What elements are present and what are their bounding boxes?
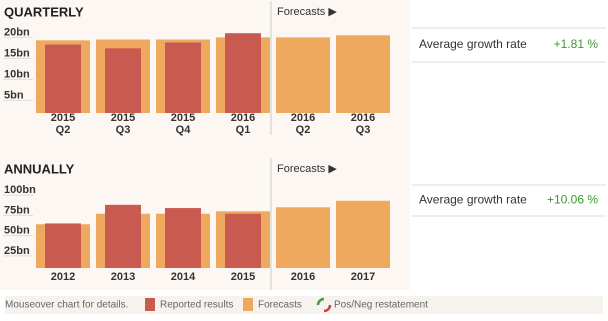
x-tick-label: 2014 bbox=[171, 271, 196, 283]
x-tick-label: 2015 bbox=[111, 112, 135, 124]
x-tick-label: Q2 bbox=[296, 124, 311, 136]
x-tick-label: 2016 bbox=[291, 271, 315, 283]
y-tick-label: 75bn bbox=[4, 204, 30, 216]
bar bbox=[105, 48, 141, 113]
x-tick-label: Q3 bbox=[116, 124, 131, 136]
x-tick-label: 2016 bbox=[231, 112, 255, 124]
bar bbox=[276, 207, 330, 268]
y-tick-label: 15bn bbox=[4, 47, 30, 59]
x-tick-label: Q2 bbox=[56, 124, 71, 136]
x-tick-label: 2013 bbox=[111, 271, 135, 283]
growth-label: Average growth rate bbox=[419, 37, 527, 51]
bar bbox=[165, 208, 201, 268]
bar bbox=[45, 223, 81, 268]
x-tick-label: Q3 bbox=[356, 124, 371, 136]
growth-value: +10.06 % bbox=[547, 193, 598, 207]
legend-swatch bbox=[145, 298, 155, 311]
bar bbox=[165, 42, 201, 113]
x-tick-label: 2015 bbox=[171, 112, 195, 124]
x-tick-label: 2015 bbox=[51, 112, 75, 124]
x-tick-label: 2017 bbox=[351, 271, 375, 283]
y-tick-label: 100bn bbox=[4, 184, 36, 196]
y-tick-label: 25bn bbox=[4, 245, 30, 257]
x-tick-label: 2012 bbox=[51, 271, 75, 283]
footer-note: Mouseover chart for details. bbox=[5, 300, 128, 311]
y-tick-label: 5bn bbox=[4, 89, 24, 101]
bar bbox=[336, 35, 390, 113]
legend-label: Pos/Neg restatement bbox=[334, 300, 428, 311]
section-title: QUARTERLY bbox=[4, 4, 84, 19]
bar bbox=[45, 44, 81, 113]
growth-label: Average growth rate bbox=[419, 193, 527, 207]
restatement-icon bbox=[316, 297, 332, 313]
bar bbox=[336, 200, 390, 268]
bar bbox=[276, 37, 330, 113]
legend-swatch bbox=[243, 298, 253, 311]
x-tick-label: Q1 bbox=[236, 124, 251, 136]
section-title: ANNUALLY bbox=[4, 161, 75, 176]
bar bbox=[225, 33, 261, 114]
growth-value: +1.81 % bbox=[554, 37, 599, 51]
bar bbox=[225, 213, 261, 268]
x-tick-label: Q4 bbox=[176, 124, 192, 136]
bar bbox=[105, 204, 141, 268]
y-tick-label: 20bn bbox=[4, 26, 30, 38]
forecast-label: Forecasts ▶ bbox=[277, 163, 337, 175]
x-tick-label: 2015 bbox=[231, 271, 255, 283]
x-tick-label: 2016 bbox=[291, 112, 315, 124]
x-tick-label: 2016 bbox=[351, 112, 375, 124]
y-tick-label: 50bn bbox=[4, 225, 30, 237]
legend-label: Forecasts bbox=[258, 300, 302, 311]
forecast-label: Forecasts ▶ bbox=[277, 6, 337, 18]
y-tick-label: 10bn bbox=[4, 68, 30, 80]
legend-label: Reported results bbox=[160, 300, 233, 311]
